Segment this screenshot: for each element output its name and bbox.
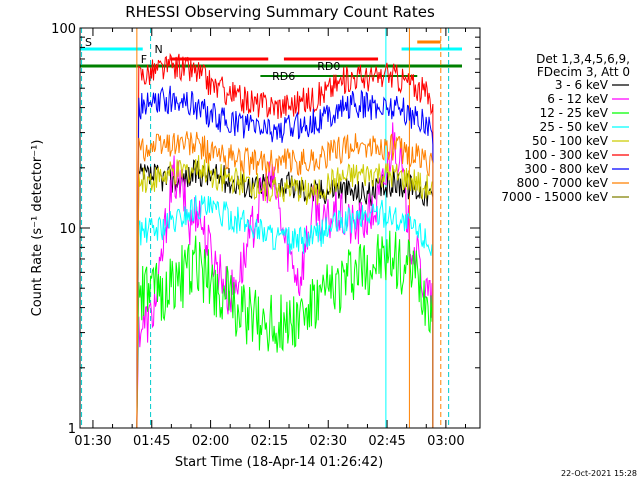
- x-tick-label: 03:00: [427, 434, 464, 449]
- x-tick-label: 01:45: [133, 434, 170, 449]
- legend-entry-label: 300 - 800 keV: [524, 162, 608, 176]
- legend-entry-label: 100 - 300 keV: [524, 148, 608, 162]
- legend-entry-label: 6 - 12 keV: [547, 92, 609, 106]
- annotation-label: S: [85, 36, 92, 49]
- legend-header-line: FDecim 3, Att 0: [537, 65, 630, 79]
- series-line-7: [136, 131, 434, 429]
- x-axis-label: Start Time (18-Apr-14 01:26:42): [175, 455, 383, 470]
- annotation-label: F: [141, 53, 147, 66]
- series-line-4: [136, 155, 434, 429]
- x-tick-label: 02:15: [251, 434, 288, 449]
- legend-entry-label: 800 - 7000 keV: [517, 176, 609, 190]
- legend-entry-label: 12 - 25 keV: [540, 106, 609, 120]
- y-tick-label: 100: [51, 22, 76, 37]
- y-axis-label: Count Rate (s⁻¹ detector⁻¹): [30, 140, 45, 317]
- footer-date: 22-Oct-2021 15:28: [561, 469, 637, 478]
- legend: Det 1,3,4,5,6,9,FDecim 3, Att 03 - 6 keV…: [501, 52, 630, 204]
- series-line-5: [136, 52, 434, 429]
- x-tick-label: 02:00: [192, 434, 229, 449]
- legend-entry-label: 50 - 100 keV: [532, 134, 609, 148]
- annotation-label: N: [155, 43, 163, 56]
- x-tick-label: 01:30: [74, 434, 111, 449]
- y-tick-label: 10: [59, 222, 76, 237]
- annotation-layer: S NF RD6 RD0: [80, 28, 462, 428]
- annotation-label: RD6: [272, 70, 295, 83]
- y-tick-label: 1: [68, 422, 76, 437]
- series-line-3: [136, 195, 434, 429]
- series-line-6: [136, 85, 434, 429]
- legend-header-line: Det 1,3,4,5,6,9,: [536, 52, 630, 66]
- axis-layer: 01:30 01:45 02:00 02:15 02:30 02:45 03:00 1 10 10…: [51, 22, 480, 449]
- series-line-2: [136, 230, 434, 429]
- chart-title: RHESSI Observing Summary Count Rates: [125, 3, 435, 21]
- series-line-0: [136, 159, 434, 429]
- legend-entry-label: 7000 - 15000 keV: [501, 190, 608, 204]
- series-layer: [136, 52, 434, 429]
- legend-entry-label: 25 - 50 keV: [540, 120, 609, 134]
- legend-entry-label: 3 - 6 keV: [555, 78, 609, 92]
- x-tick-label: 02:45: [368, 434, 405, 449]
- x-tick-label: 02:30: [310, 434, 347, 449]
- annotation-label: RD0: [317, 60, 340, 73]
